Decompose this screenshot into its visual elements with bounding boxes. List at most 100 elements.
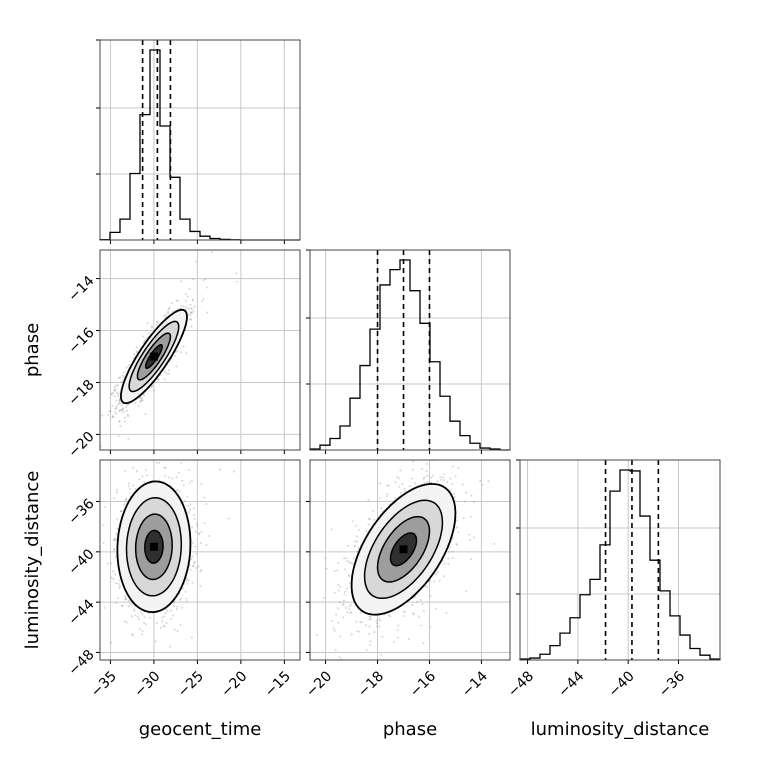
scatter-point (367, 499, 370, 502)
scatter-point (344, 590, 347, 593)
scatter-point (322, 596, 325, 599)
scatter-point (396, 636, 399, 639)
scatter-point (110, 562, 113, 565)
scatter-point (184, 308, 187, 311)
scatter-point (163, 466, 166, 469)
scatter-point (403, 610, 406, 613)
scatter-point (185, 597, 188, 600)
contour-geocent_time-phase (136, 332, 172, 381)
scatter-point (192, 514, 195, 517)
scatter-point (376, 622, 379, 625)
scatter-point (180, 305, 183, 308)
scatter-point (336, 583, 339, 586)
scatter-point (349, 582, 352, 585)
scatter-point (127, 482, 130, 485)
scatter-point (338, 655, 341, 658)
x-tick-label-phase: −18 (355, 668, 387, 700)
joint-panel-geocent_time-luminosity_distance (100, 460, 300, 660)
scatter-point (150, 386, 153, 389)
contour-geocent_time-luminosity_distance (116, 480, 192, 614)
scatter-point (112, 539, 115, 542)
scatter-point (232, 470, 235, 473)
scatter-point (185, 352, 188, 355)
scatter-point (120, 510, 123, 513)
scatter-point (350, 611, 353, 614)
scatter-point (119, 425, 122, 428)
scatter-point (154, 640, 157, 643)
scatter-point (170, 302, 173, 305)
scatter-point (447, 557, 450, 560)
scatter-point (124, 597, 127, 600)
scatter-point (335, 613, 338, 616)
scatter-point (342, 602, 345, 605)
scatter-point (201, 299, 204, 302)
scatter-point (190, 311, 193, 314)
scatter-point (115, 412, 118, 415)
scatter-point (121, 374, 124, 377)
scatter-point (128, 364, 131, 367)
scatter-point (167, 307, 170, 310)
scatter-point (116, 597, 119, 600)
scatter-point (407, 638, 410, 641)
scatter-point (455, 526, 458, 529)
panel-frame-luminosity_distance (519, 459, 721, 661)
scatter-point (188, 510, 191, 513)
scatter-point (398, 485, 401, 488)
scatter-point (120, 404, 123, 407)
scatter-point (189, 503, 192, 506)
scatter-point (426, 585, 429, 588)
scatter-point (123, 503, 126, 506)
scatter-point (443, 473, 446, 476)
scatter-point (133, 353, 136, 356)
scatter-point (130, 615, 133, 618)
scatter-point (163, 625, 166, 628)
scatter-point (345, 557, 348, 560)
scatter-point (367, 523, 370, 526)
scatter-point (141, 335, 144, 338)
scatter-point (186, 295, 189, 298)
scatter-point (110, 393, 113, 396)
scatter-point (370, 618, 373, 621)
scatter-point (188, 288, 191, 291)
scatter-point (166, 610, 169, 613)
scatter-point (186, 512, 189, 515)
scatter-point (448, 546, 451, 549)
scatter-point (431, 474, 434, 477)
scatter-point (369, 518, 372, 521)
scatter-point (191, 299, 194, 302)
scatter-point (369, 615, 372, 618)
scatter-point (144, 468, 147, 471)
scatter-point (324, 557, 327, 560)
x-tick-label-phase: −20 (303, 668, 335, 700)
scatter-point (456, 525, 459, 528)
scatter-point (127, 605, 130, 608)
scatter-point (140, 398, 143, 401)
scatter-point (143, 340, 146, 343)
scatter-point (143, 616, 146, 619)
scatter-point (194, 530, 197, 533)
scatter-point (181, 587, 184, 590)
scatter-point (177, 299, 180, 302)
scatter-point (163, 615, 166, 618)
scatter-point (106, 562, 109, 565)
scatter-point (179, 351, 182, 354)
scatter-point (116, 384, 119, 387)
scatter-point (155, 323, 158, 326)
scatter-point (353, 544, 356, 547)
scatter-point (118, 420, 121, 423)
x-tick-label-geocent_time: −30 (131, 668, 163, 700)
scatter-point (128, 603, 131, 606)
scatter-point (452, 465, 455, 468)
scatter-point (470, 515, 473, 518)
scatter-point (119, 585, 122, 588)
scatter-point (115, 532, 118, 535)
scatter-point (202, 279, 205, 282)
scatter-point (124, 420, 127, 423)
scatter-point (131, 466, 134, 469)
scatter-point (176, 605, 179, 608)
scatter-point (381, 635, 384, 638)
scatter-point (346, 560, 349, 563)
scatter-point (148, 332, 151, 335)
scatter-point (202, 297, 205, 300)
scatter-point (413, 482, 416, 485)
